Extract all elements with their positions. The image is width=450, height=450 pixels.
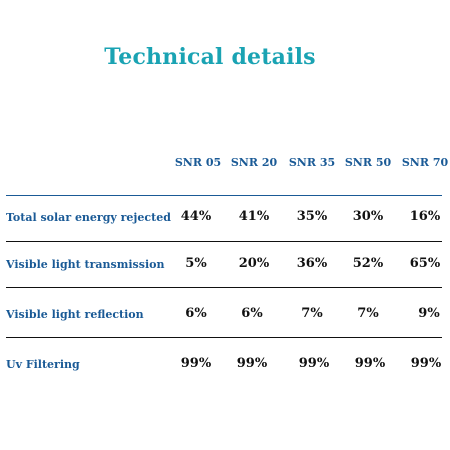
table-cell: 36% xyxy=(296,256,328,271)
table-cell: 30% xyxy=(352,209,384,224)
table-cell: 6% xyxy=(241,306,263,321)
table-cell: 7% xyxy=(357,306,379,321)
column-header-snr-20: SNR 20 xyxy=(230,156,278,169)
table-cell: 6% xyxy=(185,306,207,321)
page-title: Technical details xyxy=(104,44,316,70)
column-header-snr-05: SNR 05 xyxy=(174,156,222,169)
table-cell: 5% xyxy=(185,256,207,271)
row-label-total-solar-energy-rejected: Total solar energy rejected xyxy=(6,211,171,224)
column-header-snr-70: SNR 70 xyxy=(401,156,449,169)
column-header-snr-50: SNR 50 xyxy=(344,156,392,169)
table-cell: 41% xyxy=(238,209,270,224)
table-cell: 65% xyxy=(409,256,441,271)
row-divider xyxy=(6,337,442,338)
header-divider xyxy=(6,195,442,196)
table-cell: 20% xyxy=(238,256,270,271)
table-cell: 9% xyxy=(418,306,440,321)
column-header-snr-35: SNR 35 xyxy=(288,156,336,169)
table-cell: 44% xyxy=(180,209,212,224)
table-cell: 7% xyxy=(301,306,323,321)
row-label-visible-light-reflection: Visible light reflection xyxy=(6,308,144,321)
table-cell: 99% xyxy=(410,356,442,371)
table-cell: 35% xyxy=(296,209,328,224)
table-cell: 99% xyxy=(180,356,212,371)
row-label-uv-filtering: Uv Filtering xyxy=(6,358,80,371)
row-label-visible-light-transmission: Visible light transmission xyxy=(6,258,165,271)
table-cell: 99% xyxy=(354,356,386,371)
table-cell: 99% xyxy=(236,356,268,371)
row-divider xyxy=(6,287,442,288)
table-cell: 16% xyxy=(409,209,441,224)
table-cell: 99% xyxy=(298,356,330,371)
row-divider xyxy=(6,241,442,242)
table-cell: 52% xyxy=(352,256,384,271)
